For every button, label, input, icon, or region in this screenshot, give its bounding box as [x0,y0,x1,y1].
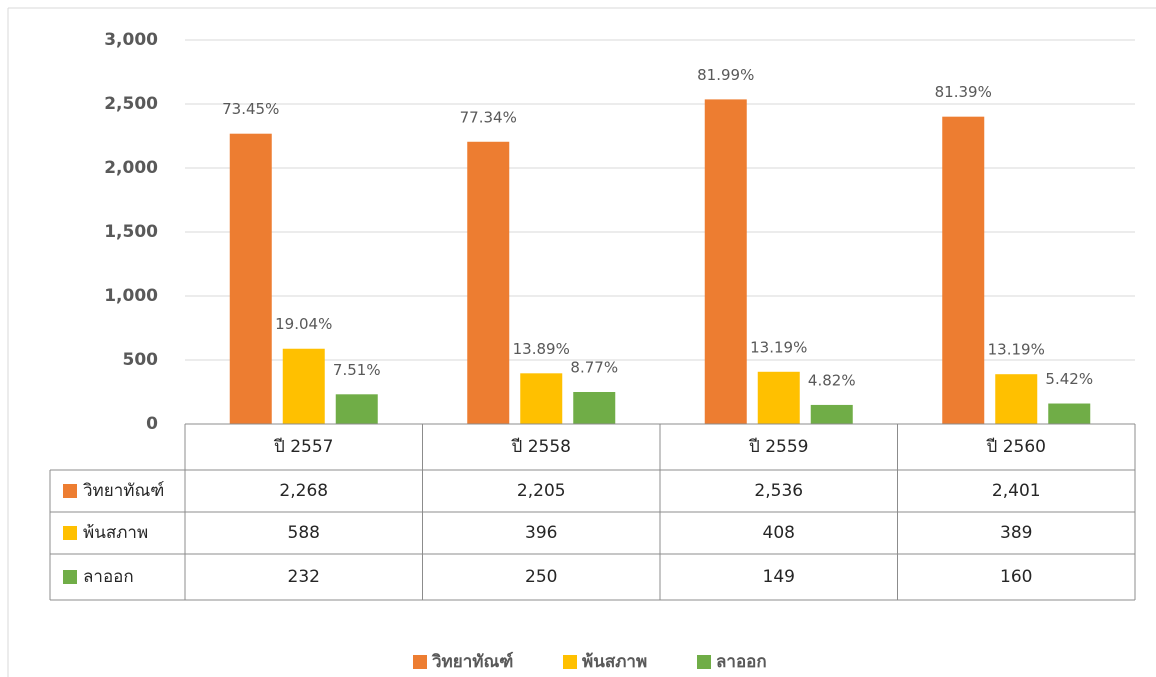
table-cell: 232 [288,567,320,587]
legend-label: พ้นสภาพ [582,652,647,672]
percent-label: 73.45% [222,100,279,118]
percent-label: 13.89% [513,340,570,358]
table-header: ปี 2558 [511,437,571,457]
bar [335,394,378,424]
table-cell: 160 [1000,567,1032,587]
table-cell: 396 [525,523,557,543]
legend-swatch [563,655,577,669]
percent-label: 77.34% [460,108,517,126]
bar [757,371,800,424]
y-tick-label: 0 [146,414,158,434]
table-swatch [63,570,77,584]
bar [704,99,747,424]
table-row-label: ลาออก [83,567,134,587]
percent-label: 19.04% [275,315,332,333]
legend-label: ลาออก [716,652,767,672]
percent-label: 81.39% [935,83,992,101]
table-cell: 408 [763,523,795,543]
table-cell: 2,401 [992,481,1041,501]
bar [942,116,985,424]
percent-label: 81.99% [697,66,754,84]
percent-label: 5.42% [1045,370,1093,388]
legend-swatch [413,655,427,669]
percent-label: 13.19% [988,341,1045,359]
table-header: ปี 2557 [273,437,333,457]
percent-label: 8.77% [570,359,618,377]
bar [995,374,1038,424]
table-cell: 149 [763,567,795,587]
bar [282,348,325,424]
table-swatch [63,484,77,498]
percent-label: 13.19% [750,338,807,356]
y-tick-label: 2,000 [104,158,158,178]
bar [573,392,616,424]
percent-label: 4.82% [808,371,856,389]
table-cell: 2,268 [279,481,328,501]
bar [520,373,563,424]
table-cell: 2,536 [754,481,803,501]
table-swatch [63,526,77,540]
percent-label: 7.51% [333,361,381,379]
y-tick-label: 500 [123,350,159,370]
table-row-label: วิทยาทัณฑ์ [83,481,165,501]
table-cell: 2,205 [517,481,566,501]
bar [467,141,510,424]
bar [810,404,853,424]
bar [1048,403,1091,424]
bar [229,133,272,425]
y-tick-label: 3,000 [104,30,158,50]
y-tick-label: 2,500 [104,94,158,114]
y-tick-label: 1,500 [104,222,158,242]
table-header: ปี 2560 [986,437,1046,457]
legend-swatch [697,655,711,669]
legend-label: วิทยาทัณฑ์ [432,651,514,672]
table-cell: 250 [525,567,557,587]
table-cell: 389 [1000,523,1032,543]
table-row-label: พ้นสภาพ [83,523,148,543]
table-cell: 588 [288,523,320,543]
table-header: ปี 2559 [748,437,808,457]
y-tick-label: 1,000 [104,286,158,306]
